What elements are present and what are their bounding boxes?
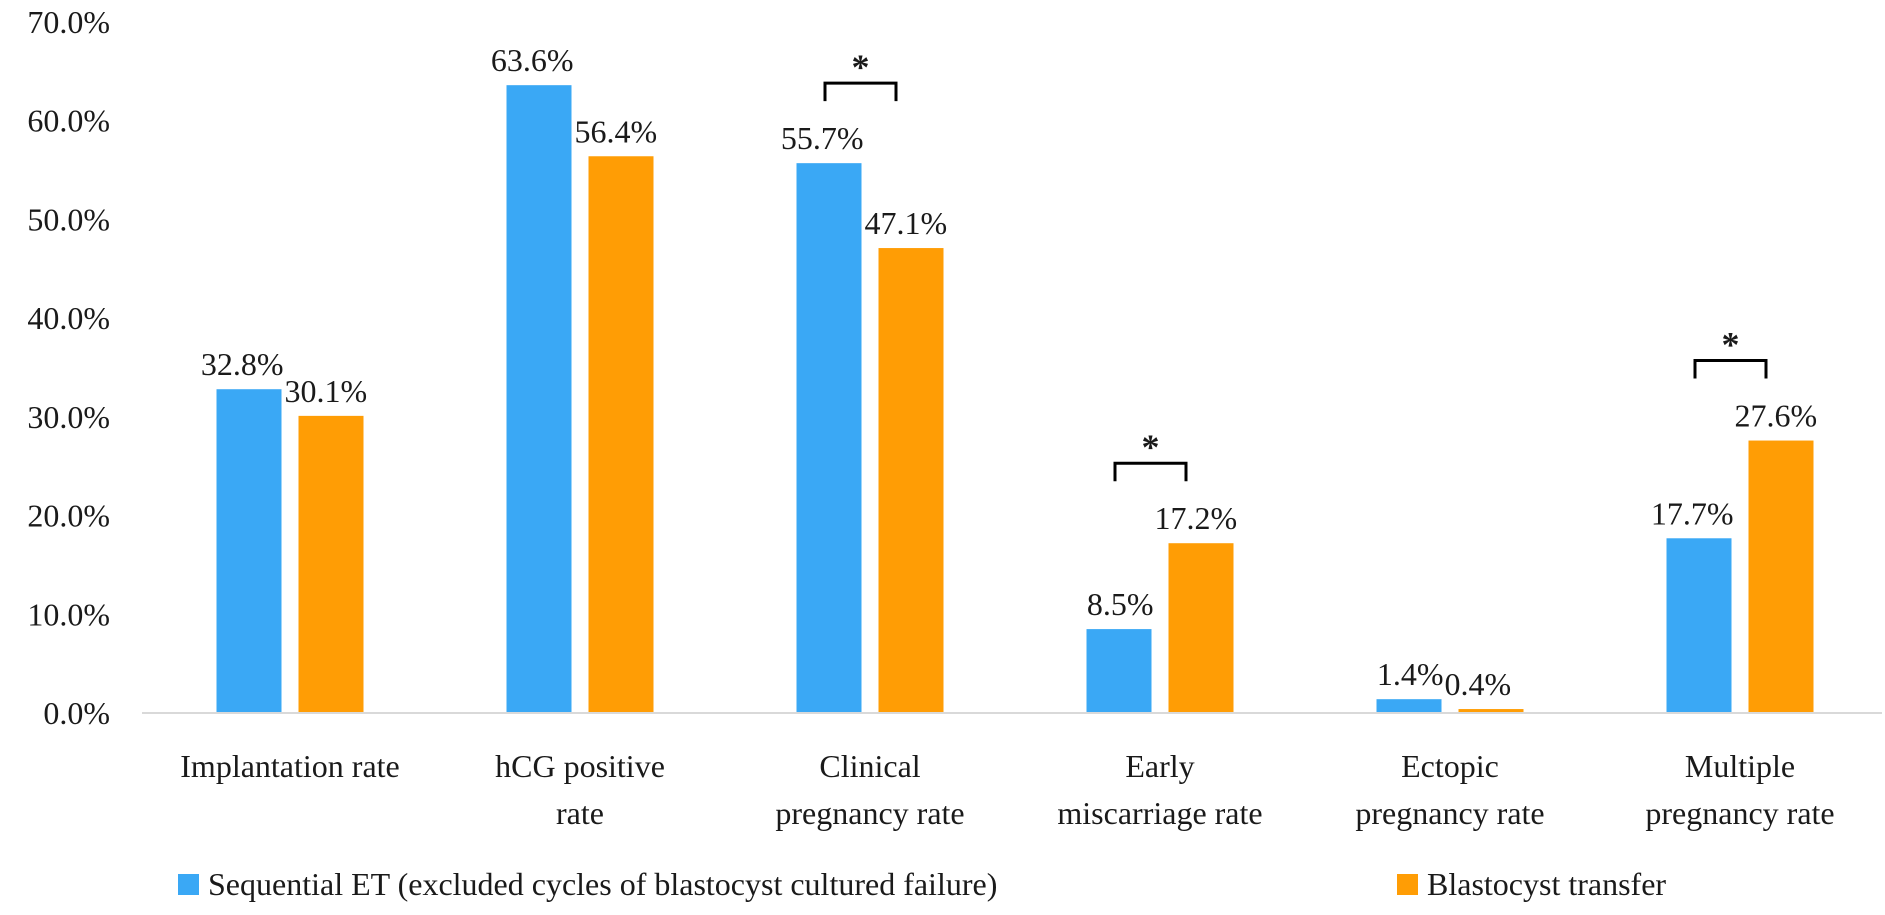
y-tick-label: 20.0%: [27, 498, 110, 534]
y-tick-label: 50.0%: [27, 201, 110, 237]
data-label: 1.4%: [1377, 656, 1444, 692]
data-label: 30.1%: [285, 373, 368, 409]
significance-marker: *: [1142, 427, 1160, 467]
category-label: pregnancy rate: [775, 795, 964, 831]
data-label: 32.8%: [201, 346, 284, 382]
bar-sequential-et: [1086, 629, 1152, 713]
bar-blastocyst-transfer: [298, 415, 364, 713]
data-label: 17.2%: [1155, 500, 1238, 536]
significance-bracket: [1693, 359, 1768, 379]
data-label: 0.4%: [1445, 666, 1512, 702]
data-label: 55.7%: [781, 120, 864, 156]
category-labels-group: Implantation rate hCG positive rate Clinica…: [180, 748, 1834, 831]
bar-sequential-et: [1666, 538, 1732, 713]
data-labels-group: 32.8%30.1% 63.6%56.4% 55.7% 47.1% 8.5% 17.2% 1…: [201, 42, 1817, 702]
category-label: Ectopic: [1401, 748, 1499, 784]
category-label: pregnancy rate: [1355, 795, 1544, 831]
y-tick-label: 10.0%: [27, 596, 110, 632]
y-axis: 0.0% 10.0% 20.0% 30.0% 40.0% 50.0% 60.0% 70.0%: [27, 4, 110, 731]
significance-marker: *: [852, 47, 870, 87]
y-tick-label: 40.0%: [27, 300, 110, 336]
category-label: pregnancy rate: [1645, 795, 1834, 831]
category-label: rate: [556, 795, 604, 831]
bar-sequential-et: [506, 85, 572, 714]
category-label: Clinical: [819, 748, 920, 784]
data-label: 56.4%: [575, 113, 658, 149]
bars-group: [216, 85, 1814, 714]
category-label: Early: [1125, 748, 1194, 784]
y-tick-label: 0.0%: [43, 695, 110, 731]
significance-group: * * *: [823, 47, 1768, 482]
data-label: 8.5%: [1087, 586, 1154, 622]
bar-sequential-et: [796, 163, 862, 713]
category-label: miscarriage rate: [1057, 795, 1262, 831]
legend-swatch-blastocyst-transfer: [1397, 874, 1418, 895]
category-label: hCG positive: [495, 748, 665, 784]
data-label: 27.6%: [1735, 398, 1818, 434]
legend-label-blastocyst-transfer: Blastocyst transfer: [1427, 866, 1666, 902]
significance-marker: *: [1722, 325, 1740, 365]
data-label: 63.6%: [491, 42, 574, 78]
bar-blastocyst-transfer: [588, 156, 654, 713]
category-label: Implantation rate: [180, 748, 399, 784]
bar-blastocyst-transfer: [1458, 709, 1524, 713]
significance-bracket: [1113, 461, 1188, 482]
bar-sequential-et: [216, 389, 282, 713]
significance-bracket: [823, 81, 898, 102]
data-label: 47.1%: [865, 205, 948, 241]
legend-label-sequential-et: Sequential ET (excluded cycles of blasto…: [208, 866, 997, 902]
bar-blastocyst-transfer: [1748, 440, 1814, 713]
legend-swatch-sequential-et: [178, 874, 199, 895]
y-tick-label: 30.0%: [27, 399, 110, 435]
bar-blastocyst-transfer: [878, 248, 944, 713]
legend: Sequential ET (excluded cycles of blasto…: [178, 866, 1666, 902]
category-label: Multiple: [1685, 748, 1795, 784]
bar-blastocyst-transfer: [1168, 543, 1234, 713]
y-tick-label: 70.0%: [27, 4, 110, 40]
y-tick-label: 60.0%: [27, 103, 110, 139]
data-label: 17.7%: [1651, 495, 1734, 531]
bar-sequential-et: [1376, 699, 1442, 713]
